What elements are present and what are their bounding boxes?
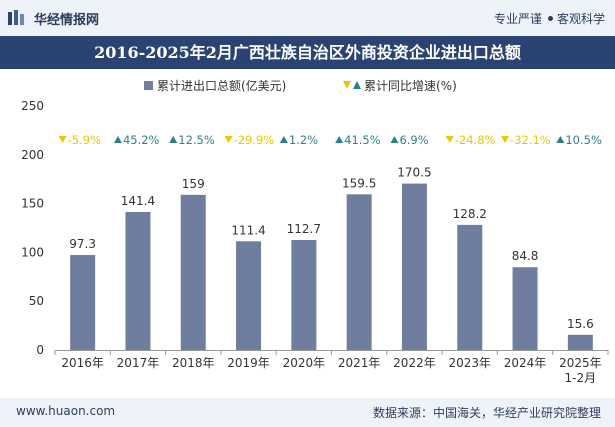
x-tick-label: 2021年 xyxy=(338,356,381,370)
header-tags: 专业严谨 客观科学 xyxy=(494,10,605,27)
growth-label: -24.8% xyxy=(455,133,496,147)
growth-label: -5.9% xyxy=(68,133,101,147)
bar-chart: 累计进出口总额(亿美元) 累计同比增速(%) 0 50 100 150 200 250 97.3… xyxy=(21,78,609,385)
bar-value-label: 84.8 xyxy=(512,249,539,263)
bar-value-label: 141.4 xyxy=(121,194,155,208)
bar-value-label: 15.6 xyxy=(567,317,594,331)
legend-bar-swatch xyxy=(144,81,153,90)
bar xyxy=(236,241,262,350)
growth-label: 41.5% xyxy=(344,133,381,147)
x-tick-label: 2018年 xyxy=(172,356,215,370)
bar xyxy=(401,183,427,350)
logo-icon xyxy=(8,10,24,25)
bar-value-label: 159 xyxy=(182,177,205,191)
x-tick-label: 2016年 xyxy=(61,356,104,370)
bar-value-label: 159.5 xyxy=(342,176,376,190)
legend-triangle-down-icon xyxy=(343,81,351,89)
growth-label: 10.5% xyxy=(565,133,602,147)
top-header: 华经情报网 专业严谨 客观科学 xyxy=(0,0,615,36)
x-tick-label: 2017年 xyxy=(117,356,160,370)
y-tick-label: 0 xyxy=(36,343,44,357)
data-source: 数据来源：中国海关，华经产业研究院整理 xyxy=(372,406,601,420)
growth-up-triangle-icon xyxy=(390,136,399,143)
y-tick-label: 250 xyxy=(21,99,44,113)
bar-value-label: 128.2 xyxy=(453,207,487,221)
bar xyxy=(567,334,593,350)
bar-value-label: 112.7 xyxy=(287,222,321,236)
logo-text: 华经情报网 xyxy=(34,13,100,28)
chart-title: 2016-2025年2月广西壮族自治区外商投资企业进出口总额 xyxy=(94,43,521,62)
x-tick-label: 2019年 xyxy=(227,356,270,370)
growth-label: 6.9% xyxy=(399,133,428,147)
bar xyxy=(512,267,538,350)
legend-bar-label: 累计进出口总额(亿美元) xyxy=(157,78,286,93)
tag-professional: 专业严谨 xyxy=(493,12,542,26)
growth-down-triangle-icon xyxy=(58,136,67,143)
x-tick-label: 2024年 xyxy=(504,356,547,370)
growth-label: 45.2% xyxy=(123,133,160,147)
growth-label: -29.9% xyxy=(234,133,275,147)
growth-down-triangle-icon xyxy=(445,136,454,143)
site-url: www.huaon.com xyxy=(16,404,116,418)
x-tick-label: 2025年 xyxy=(559,356,602,370)
footer-bar: www.huaon.com 数据来源：中国海关，华经产业研究院整理 xyxy=(0,398,615,427)
y-tick-label: 50 xyxy=(29,294,44,308)
growth-up-triangle-icon xyxy=(113,136,122,143)
bar-value-label: 111.4 xyxy=(231,223,265,237)
growth-label: 1.2% xyxy=(289,133,318,147)
bar xyxy=(291,240,317,350)
tag-objective: 客观科学 xyxy=(556,12,605,26)
x-tick-label: 2022年 xyxy=(393,356,436,370)
growth-up-triangle-icon xyxy=(335,136,344,143)
growth-up-triangle-icon xyxy=(169,136,178,143)
x-tick-label: 1-2月 xyxy=(565,371,597,385)
growth-up-triangle-icon xyxy=(556,136,565,143)
bar-value-label: 170.5 xyxy=(397,166,431,180)
x-tick-label: 2020年 xyxy=(283,356,326,370)
legend-growth-label: 累计同比增速(%) xyxy=(364,79,457,93)
y-tick-label: 150 xyxy=(21,197,44,211)
bar xyxy=(346,194,372,350)
y-tick-label: 200 xyxy=(21,148,44,162)
bar xyxy=(70,255,96,350)
title-bar: 2016-2025年2月广西壮族自治区外商投资企业进出口总额 xyxy=(0,36,615,69)
growth-down-triangle-icon xyxy=(224,136,233,143)
bar xyxy=(457,224,483,350)
growth-up-triangle-icon xyxy=(279,136,288,143)
legend-triangle-up-icon xyxy=(353,81,361,89)
growth-label: 12.5% xyxy=(178,133,215,147)
y-tick-label: 100 xyxy=(21,245,44,259)
growth-label: -32.1% xyxy=(510,133,551,147)
growth-down-triangle-icon xyxy=(501,136,510,143)
x-tick-label: 2023年 xyxy=(448,356,491,370)
bar xyxy=(125,211,151,350)
bar-value-label: 97.3 xyxy=(69,237,96,251)
bar xyxy=(180,194,206,350)
dot-separator xyxy=(547,16,553,21)
